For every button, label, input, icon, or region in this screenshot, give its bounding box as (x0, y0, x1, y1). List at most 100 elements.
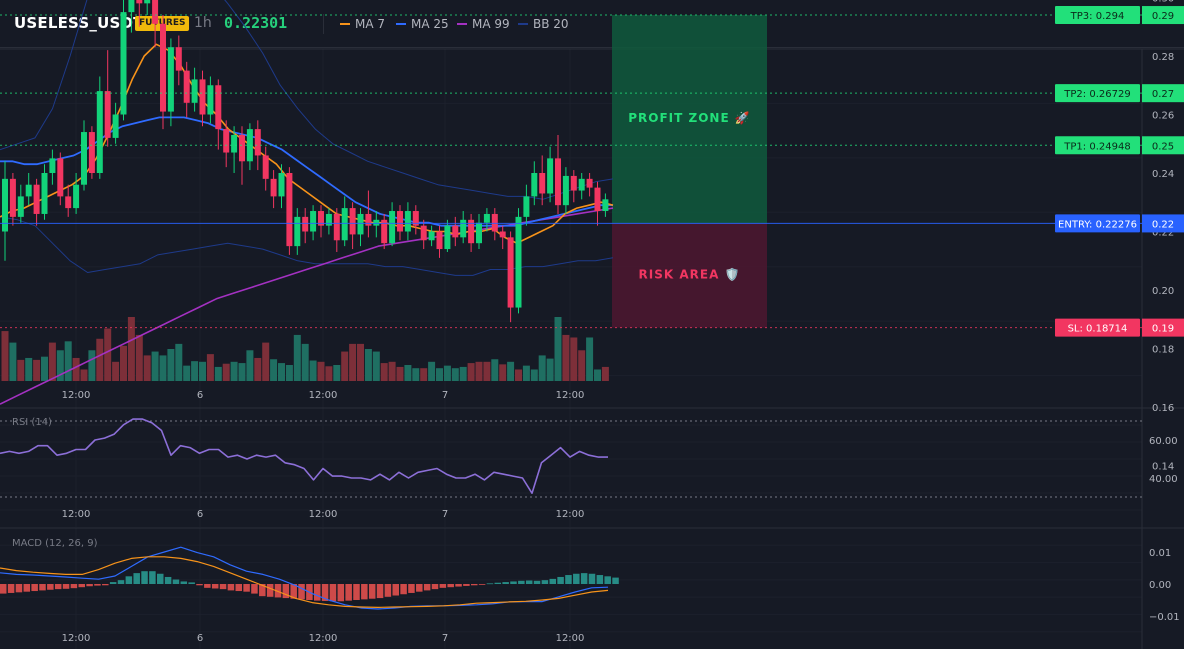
candle-body (65, 196, 72, 209)
macd-histogram-bar (117, 580, 125, 584)
time-tick: 6 (197, 509, 203, 520)
macd-histogram-bar (172, 579, 180, 584)
trade-levels (0, 14, 1142, 329)
volume-bar (451, 368, 459, 381)
rsi-pane[interactable]: RSI (14) 60.00 40.00 (0, 417, 1178, 498)
candle-body (2, 178, 8, 232)
volume-bar (80, 369, 88, 381)
axis-tag-text-sl: 0.19 (1152, 324, 1174, 335)
volume-bar (143, 355, 151, 381)
candle-body (239, 134, 245, 162)
legend-bb20[interactable]: BB 20 (518, 16, 569, 32)
macd-histogram-bar (416, 584, 423, 592)
symbol-name[interactable]: USELESS_USDT (14, 14, 144, 32)
axes: 0.360.340.320.300.280.260.240.220.200.18… (62, 0, 1175, 644)
candles[interactable] (2, 0, 609, 323)
candle-body (412, 211, 419, 226)
volume-bar (293, 334, 301, 381)
macd-histogram-bar (141, 571, 148, 584)
volume-bar (301, 343, 309, 381)
macd-histogram-bar (219, 584, 227, 590)
candle-body (25, 184, 32, 197)
macd-histogram-bar (345, 584, 352, 601)
macd-histogram-bar (376, 584, 384, 599)
candle-body (246, 129, 253, 162)
volume-bar (372, 351, 380, 381)
time-tick: 6 (197, 633, 203, 644)
candle-body (444, 225, 451, 250)
candle-body (9, 178, 16, 217)
macd-histogram-bar (86, 584, 93, 587)
macd-histogram-bar (7, 584, 15, 593)
candle-body (223, 129, 230, 153)
volume-bar (206, 354, 214, 381)
candle-body (96, 91, 103, 173)
volume-bar (72, 357, 80, 381)
macd-histogram-bar (408, 584, 415, 593)
macd-tick: 0.00 (1149, 580, 1171, 591)
macd-histogram-bar (180, 581, 188, 584)
macd-histogram-bar (447, 584, 454, 588)
volume-bar (325, 366, 333, 381)
volume-bar (467, 363, 475, 381)
legend-ma99[interactable]: MA 99 (457, 16, 510, 32)
macd-pane[interactable]: MACD (12, 26, 9) 0.01 0.00 −0.01 (0, 538, 1180, 623)
timeframe-selector[interactable]: 1h (194, 15, 212, 31)
candle-body (112, 114, 119, 138)
candle-body (460, 219, 467, 238)
volume-bar (349, 343, 357, 381)
volume-bar (230, 361, 238, 381)
level-tag-text-tp2: TP2: 0.26729 (1063, 89, 1130, 100)
profit-zone (612, 15, 767, 224)
volume-bar (586, 337, 594, 381)
volume-bar (396, 366, 404, 381)
volume-bar (48, 342, 56, 381)
volume-bar (135, 334, 143, 381)
volume-bar (475, 361, 483, 381)
candle-body (507, 237, 514, 308)
trade-zones: PROFIT ZONE 🚀 RISK AREA 🛡️ (612, 15, 767, 328)
macd-histogram-bar (274, 584, 282, 598)
volume-bar (9, 342, 17, 381)
line-swatch-icon (457, 22, 467, 25)
candle-body (175, 47, 182, 71)
volume-bar (594, 369, 601, 381)
volume-bar (25, 357, 33, 381)
volume-bar (41, 356, 48, 381)
price-tick: 0.22 (1152, 228, 1174, 239)
macd-histogram-bar (62, 584, 70, 589)
time-tick: 6 (197, 390, 203, 401)
volume-bar (183, 365, 191, 381)
time-tick: 12:00 (309, 509, 338, 520)
macd-histogram-bar (31, 584, 38, 592)
volume-bar (167, 349, 175, 381)
volume-bar (254, 357, 262, 381)
macd-histogram-bar (251, 584, 258, 594)
volume-bar (562, 334, 570, 381)
rsi-title: RSI (14) (12, 417, 52, 428)
candle-body (57, 158, 64, 197)
macd-histogram-bar (196, 584, 203, 586)
macd-histogram-bar (541, 580, 549, 584)
time-tick: 12:00 (556, 633, 585, 644)
legend-ma7[interactable]: MA 7 (340, 16, 385, 32)
candle-body (183, 70, 190, 103)
price-tick: 0.26 (1152, 111, 1174, 122)
candle-body (207, 85, 214, 115)
legend-ma25[interactable]: MA 25 (396, 16, 449, 32)
macd-histogram-bar (314, 584, 321, 601)
volume-bar (515, 369, 522, 381)
axis-tag-tp1 (1142, 136, 1184, 155)
volume-bar (88, 350, 96, 381)
legend-label: MA 99 (472, 17, 510, 31)
candle-body (136, 0, 143, 4)
macd-histogram-bar (243, 584, 250, 592)
volume-bar (420, 368, 428, 381)
volume-bar (309, 360, 317, 381)
candle-body (404, 211, 411, 232)
macd-histogram-bar (353, 584, 360, 600)
candle-body (262, 155, 269, 179)
macd-line (0, 546, 609, 610)
candle-body (294, 216, 301, 247)
